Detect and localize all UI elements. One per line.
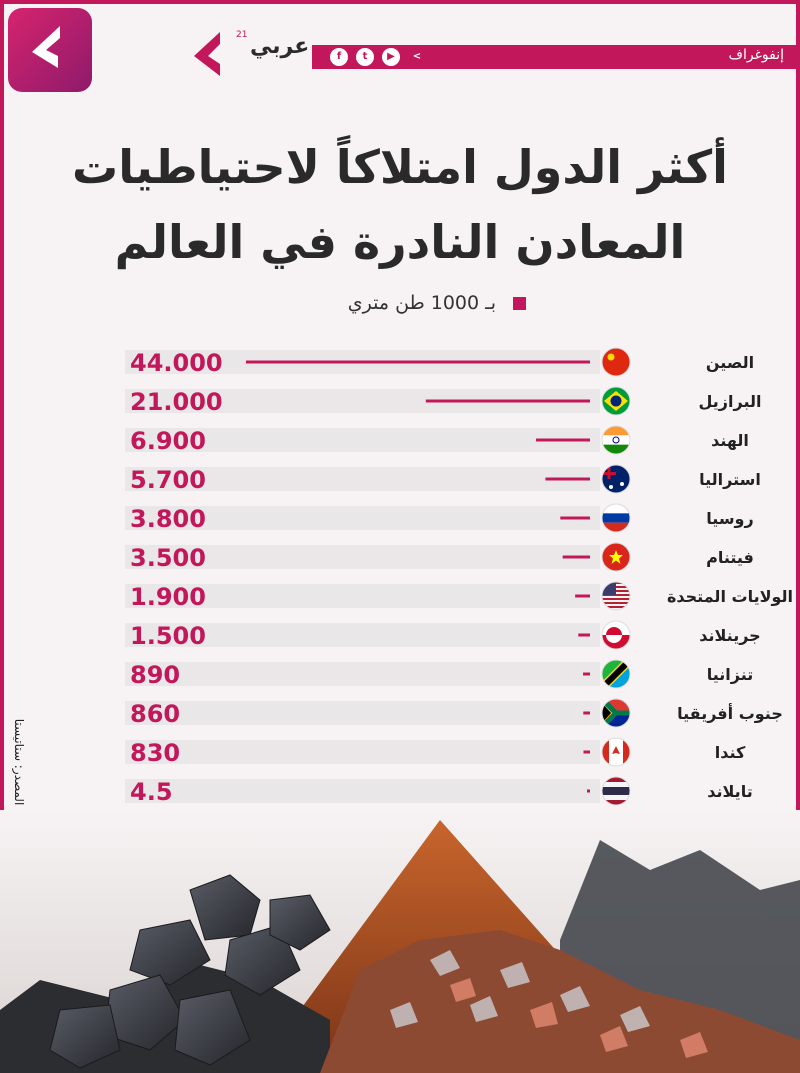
greenland-flag-icon-border <box>601 620 631 650</box>
russia-flag-icon <box>602 504 630 532</box>
section-label: إنفوغراف <box>728 47 784 63</box>
brand-logo <box>190 28 300 80</box>
country-label: استراليا <box>699 470 761 489</box>
twitter-icon[interactable]: t <box>356 48 374 66</box>
header-bar: f t ▶ < إنفوغراف <box>312 45 796 69</box>
row-background <box>125 740 600 764</box>
value-bar <box>545 477 590 481</box>
brand-superscript: 21 <box>236 30 248 40</box>
canada-flag-icon <box>602 738 630 766</box>
value-label: 1.900 <box>130 583 206 611</box>
thailand-flag-icon-border <box>601 776 631 806</box>
row-background <box>125 662 600 686</box>
value-bar <box>246 360 590 364</box>
row-background <box>125 428 600 452</box>
country-label: روسيا <box>706 509 753 528</box>
arabi21-icon[interactable]: < <box>412 51 422 62</box>
arabi21-corner-logo <box>8 8 92 92</box>
value-bar <box>536 438 590 442</box>
value-label: 3.800 <box>130 505 206 533</box>
row-background <box>125 506 600 530</box>
brazil-flag-icon <box>602 387 630 415</box>
country-label: البرازيل <box>699 392 762 411</box>
greenland-flag-icon <box>602 621 630 649</box>
row-background <box>125 701 600 725</box>
country-label: الهند <box>711 431 749 450</box>
chart-title-line2: المعادن النادرة في العالم <box>114 215 686 269</box>
country-label: الولايات المتحدة <box>667 587 793 606</box>
australia-flag-icon <box>602 465 630 493</box>
row-background <box>125 779 600 803</box>
tanzania-flag-icon-border <box>601 659 631 689</box>
vietnam-flag-icon-border <box>601 542 631 572</box>
value-bar <box>425 399 590 403</box>
source-label: المصدر: ستاتيستا <box>12 718 26 806</box>
india-flag-icon-border <box>601 425 631 455</box>
value-bar <box>562 555 590 559</box>
frame-right-border <box>796 0 800 1073</box>
minerals-illustration <box>0 810 800 1073</box>
brand-mark-icon <box>194 32 220 76</box>
arabi21-logo-icon <box>32 26 60 68</box>
country-label: تنزانيا <box>707 665 754 684</box>
value-label: 5.700 <box>130 466 206 494</box>
row-background <box>125 623 600 647</box>
brand-name: عربي <box>250 34 310 59</box>
value-bar <box>583 672 590 676</box>
unit-label: بـ 1000 طن متري <box>347 292 496 314</box>
youtube-icon[interactable]: ▶ <box>382 48 400 66</box>
china-flag-icon <box>602 348 630 376</box>
value-label: 860 <box>130 700 180 728</box>
value-bar <box>587 789 590 793</box>
vietnam-flag-icon <box>602 543 630 571</box>
value-bar <box>578 633 590 637</box>
value-bar <box>575 594 590 598</box>
country-label: تايلاند <box>707 782 752 801</box>
facebook-icon[interactable]: f <box>330 48 348 66</box>
country-label: الصين <box>706 353 754 372</box>
usa-flag-icon-border <box>601 581 631 611</box>
tanzania-flag-icon <box>602 660 630 688</box>
value-label: 4.5 <box>130 778 173 806</box>
russia-flag-icon-border <box>601 503 631 533</box>
brazil-flag-icon-border <box>601 386 631 416</box>
canada-flag-icon-border <box>601 737 631 767</box>
south-africa-flag-icon <box>602 699 630 727</box>
value-bar <box>560 516 590 520</box>
value-label: 21.000 <box>130 388 223 416</box>
china-flag-icon-border <box>601 347 631 377</box>
usa-flag-icon <box>602 582 630 608</box>
country-label: جرينلاند <box>699 626 760 645</box>
unit-legend: بـ 1000 طن متري <box>300 288 530 318</box>
rare-earth-reserves-chart: 44.000 الصين 21.000 البرازيل 6.900 الهند 5.700… <box>125 347 793 806</box>
value-bar <box>583 711 590 715</box>
value-label: 1.500 <box>130 622 206 650</box>
row-background <box>125 545 600 569</box>
value-bar <box>583 750 590 754</box>
country-label: فيتنام <box>706 548 754 567</box>
thailand-flag-icon <box>602 777 630 805</box>
value-label: 890 <box>130 661 180 689</box>
country-label: كندا <box>715 743 746 762</box>
value-label: 3.500 <box>130 544 206 572</box>
row-background <box>125 584 600 608</box>
value-label: 44.000 <box>130 349 223 377</box>
value-label: 6.900 <box>130 427 206 455</box>
australia-flag-icon-border <box>601 464 631 494</box>
value-label: 830 <box>130 739 180 767</box>
row-background <box>125 467 600 491</box>
south-africa-flag-icon-border <box>601 698 631 728</box>
country-label: جنوب أفريقيا <box>677 703 783 723</box>
india-flag-icon <box>602 426 630 454</box>
chart-title-line1: أكثر الدول امتلاكاً لاحتياطيات <box>72 140 728 194</box>
unit-square-marker <box>513 297 526 310</box>
